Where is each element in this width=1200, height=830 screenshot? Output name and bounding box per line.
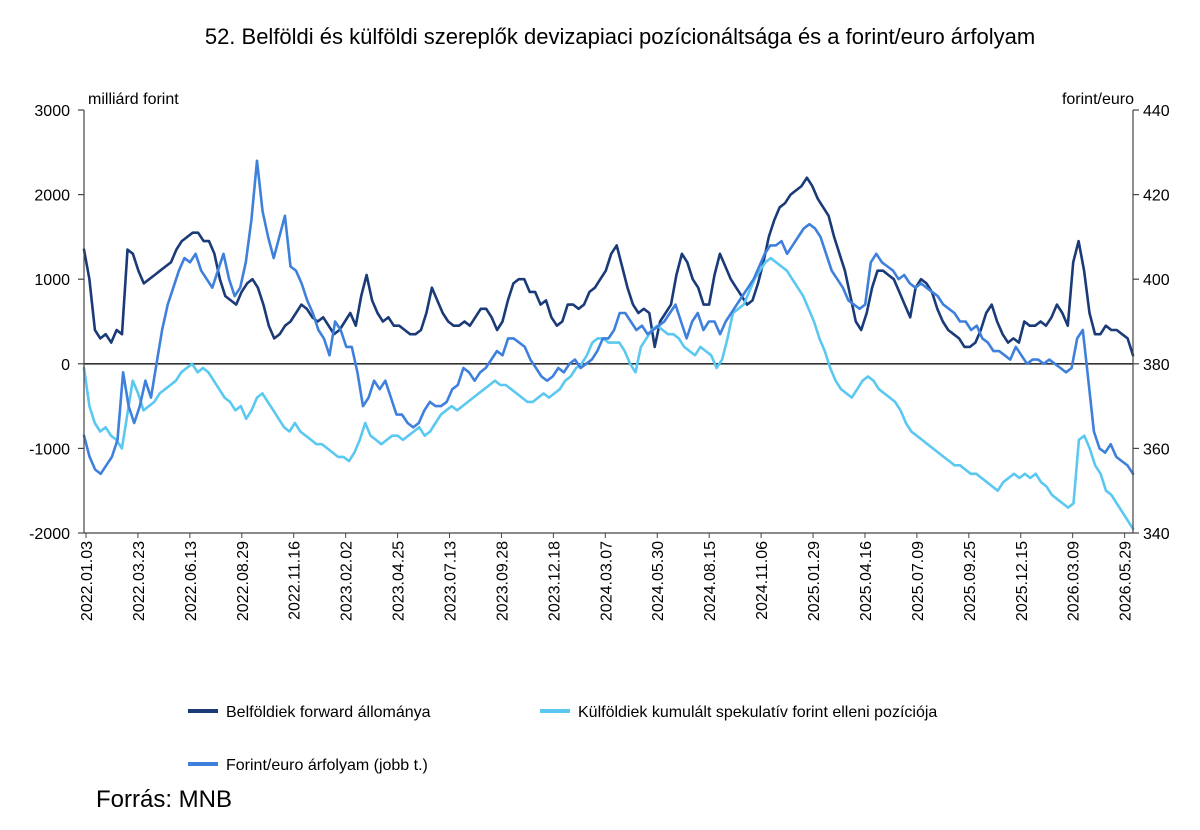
left-tick-label: -1000 [29,441,70,458]
left-axis-unit: milliárd forint [88,91,179,108]
left-tick-label: -2000 [29,526,70,543]
x-tick-label: 2022.11.16 [287,541,304,620]
x-tick-label: 2023.07.13 [443,541,460,621]
x-tick-label: 2023.12.18 [546,541,563,621]
series-line-1 [82,176,1135,357]
right-tick-label: 440 [1143,103,1170,120]
left-tick-label: 3000 [34,103,70,120]
right-tick-label: 380 [1143,357,1170,374]
left-tick-label: 0 [61,357,70,374]
x-tick-label: 2025.07.09 [910,541,927,621]
legend-label-3: Forint/euro árfolyam (jobb t.) [226,757,428,774]
right-tick-label: 360 [1143,441,1170,458]
right-axis-unit: forint/euro [1062,91,1134,108]
x-tick-label: 2022.06.13 [183,541,200,621]
right-tick-label: 340 [1143,526,1170,543]
right-tick-label: 420 [1143,188,1170,205]
x-tick-label: 2023.02.02 [339,541,356,621]
x-tick-label: 2024.03.07 [598,541,615,621]
x-tick-label: 2022.01.03 [79,541,96,621]
x-tick-label: 2026.03.09 [1066,541,1083,621]
legend-label-2: Külföldiek kumulált spekulatív forint el… [578,704,937,721]
source-note: Forrás: MNB [96,786,233,813]
series-line-2 [82,256,1135,531]
axes-layer [83,110,1134,534]
x-tick-label: 2024.11.06 [754,541,771,620]
x-tick-label: 2022.08.29 [235,541,252,621]
x-tick-label: 2024.08.15 [702,541,719,621]
x-tick-label: 2025.12.15 [1014,541,1031,621]
x-tick-label: 2024.05.30 [650,541,667,621]
legend-label-1: Belföldiek forward állománya [226,704,431,721]
x-tick-label: 2026.05.29 [1118,541,1135,621]
x-tick-label: 2025.01.29 [806,541,823,621]
legend: Belföldiek forward állománya Külföldiek k… [188,704,937,774]
series-line-3 [82,159,1135,476]
x-tick-label: 2025.04.16 [858,541,875,621]
x-tick-label: 2022.03.23 [131,541,148,621]
series-layer [82,159,1135,531]
x-tick-label: 2025.09.25 [962,541,979,621]
x-tick-label: 2023.09.28 [494,541,511,621]
left-tick-label: 2000 [34,188,70,205]
right-axis-ticks: 440 420 400 380 360 340 [1133,103,1170,543]
x-tick-label: 2023.04.25 [391,541,408,621]
left-tick-label: 1000 [34,272,70,289]
left-axis-ticks: 3000 2000 1000 0 -1000 -2000 [29,103,84,543]
chart-title: 52. Belföldi és külföldi szereplők deviz… [205,24,1035,49]
right-tick-label: 400 [1143,272,1170,289]
x-axis-ticks: 2022.01.03 2022.03.23 2022.06.13 2022.08.29… [79,533,1135,621]
